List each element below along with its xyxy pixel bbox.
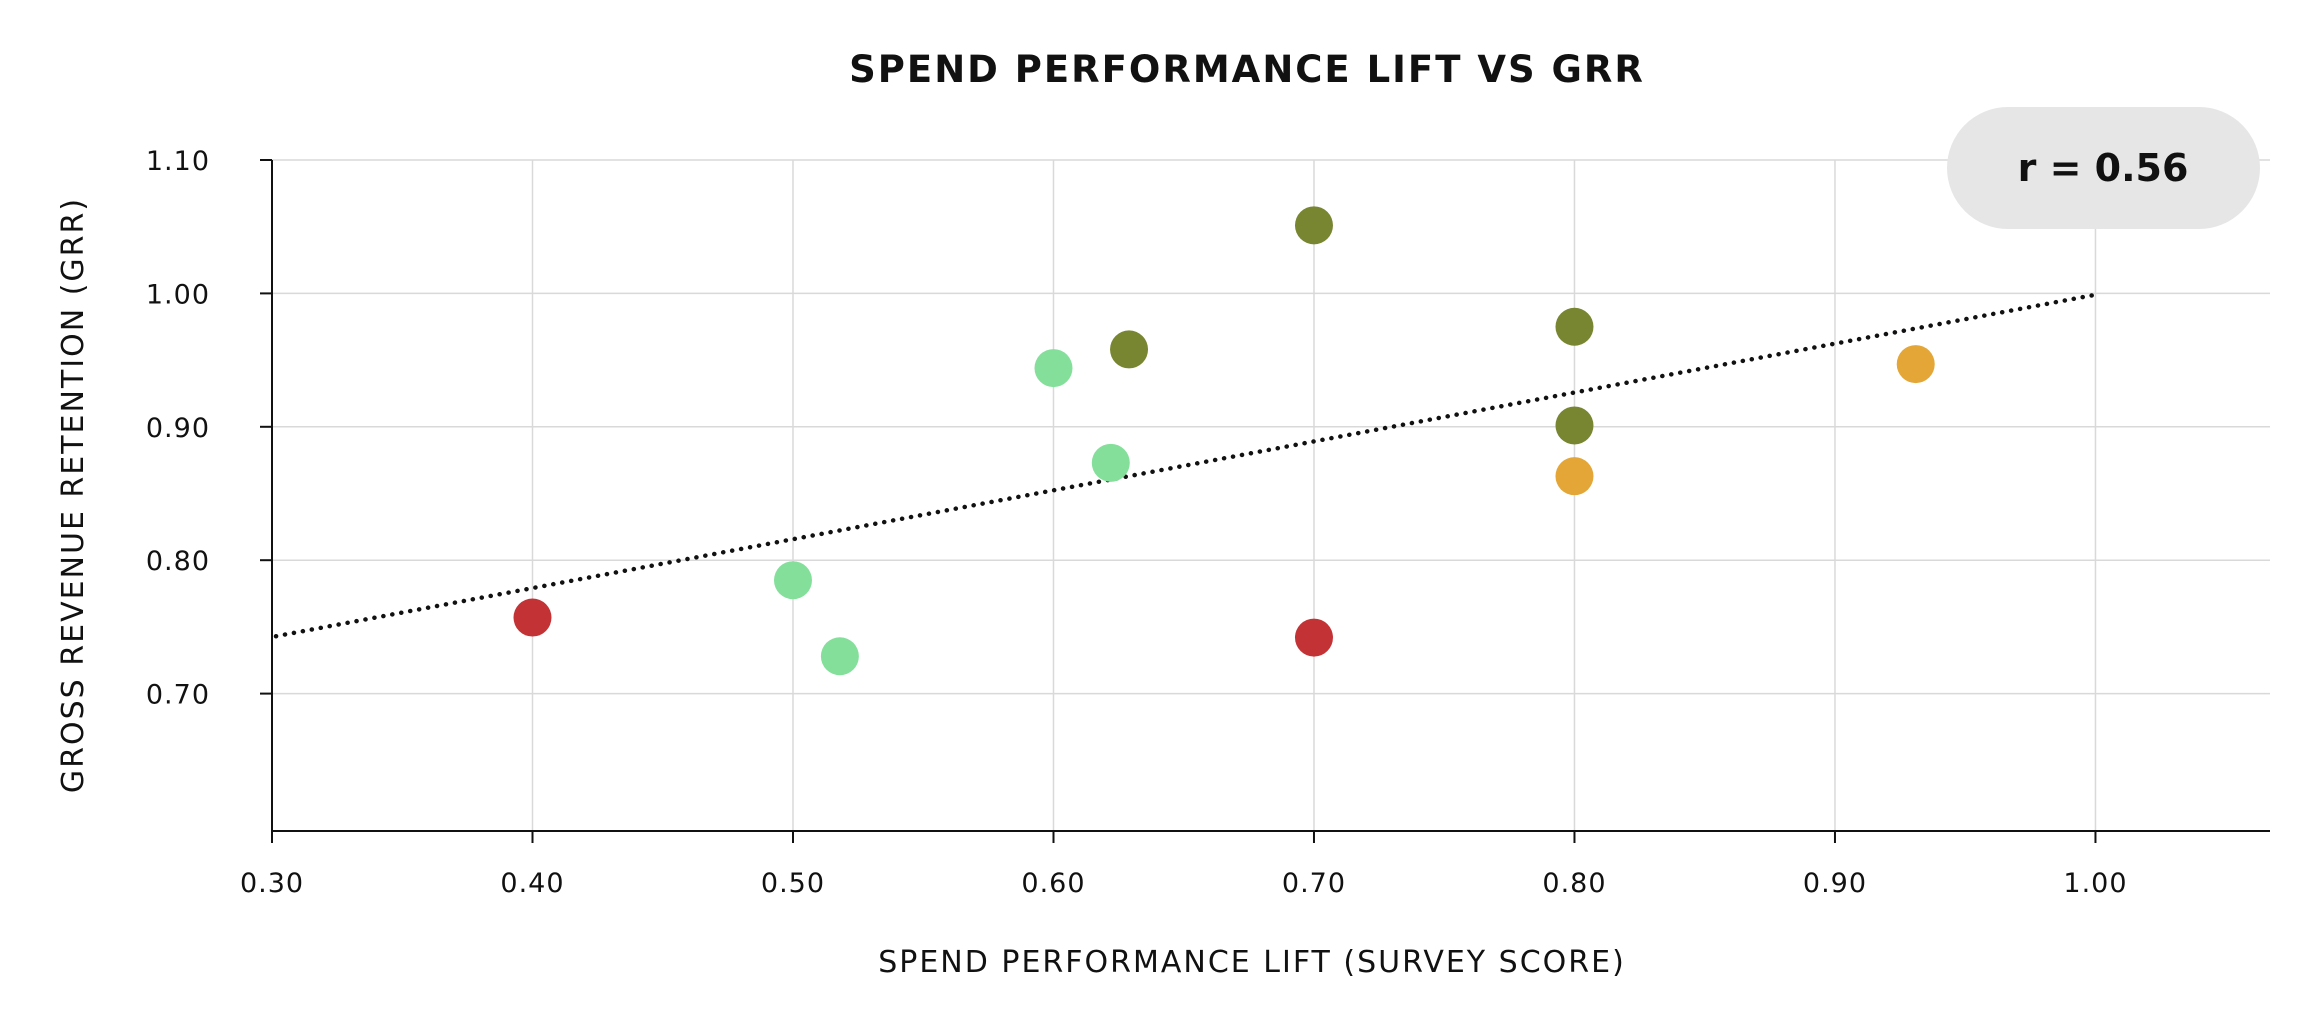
y-tick-label: 0.90 [146, 413, 210, 444]
data-point [773, 561, 812, 600]
x-tick-label: 0.50 [761, 868, 825, 899]
chart-title: SPEND PERFORMANCE LIFT VS GRR [849, 48, 1645, 91]
data-points [513, 206, 1935, 676]
x-axis-title: SPEND PERFORMANCE LIFT (SURVEY SCORE) [878, 945, 1626, 980]
x-tick-label: 0.60 [1021, 868, 1085, 899]
data-point [1555, 307, 1594, 346]
x-axis-ticks: 0.30 0.40 0.50 0.60 0.70 0.80 0.90 1.00 [240, 831, 2127, 899]
y-tick-label: 0.70 [146, 680, 210, 711]
y-tick-label: 1.10 [146, 146, 210, 177]
trendline-group [273, 292, 2098, 639]
data-point [513, 598, 552, 637]
correlation-badge: r = 0.56 [1947, 107, 2260, 229]
trendline [273, 292, 2098, 639]
x-tick-label: 1.00 [2063, 868, 2127, 899]
data-point [1294, 618, 1333, 657]
x-tick-label: 0.30 [240, 868, 304, 899]
data-point [1555, 457, 1594, 496]
data-point [1091, 443, 1130, 482]
data-point [1034, 349, 1073, 388]
data-point [1110, 330, 1149, 369]
grid-lines [272, 159, 2270, 831]
y-tick-label: 0.80 [146, 546, 210, 577]
x-tick-label: 0.70 [1282, 868, 1346, 899]
data-point [1555, 406, 1594, 445]
y-axis-ticks: 0.70 0.80 0.90 1.00 1.10 [146, 146, 272, 711]
correlation-value: r = 0.56 [2018, 146, 2189, 190]
data-point [820, 637, 859, 676]
correlation-badge-background [1947, 107, 2260, 229]
data-point [1294, 206, 1333, 245]
x-tick-label: 0.40 [500, 868, 564, 899]
y-tick-label: 1.00 [146, 279, 210, 310]
data-point [1896, 345, 1935, 384]
x-tick-label: 0.90 [1803, 868, 1867, 899]
y-axis-title: GROSS REVENUE RETENTION (GRR) [56, 197, 91, 793]
x-tick-label: 0.80 [1542, 868, 1606, 899]
